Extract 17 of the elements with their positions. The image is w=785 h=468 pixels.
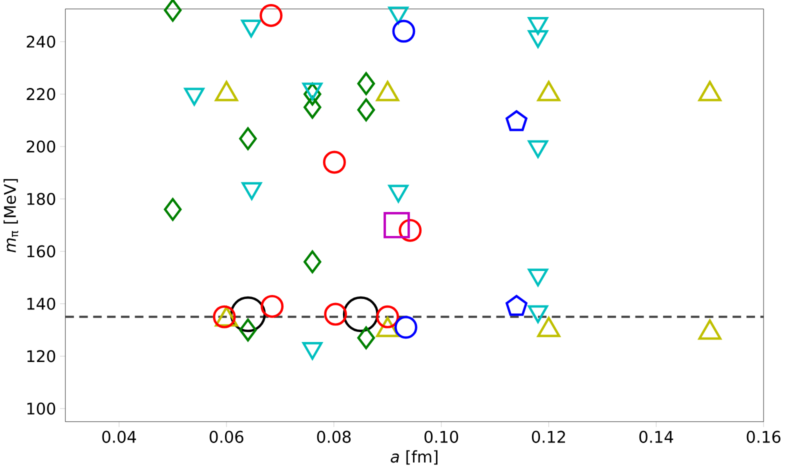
y-tick-label: 100 [27, 402, 56, 415]
x-tick-label: 0.06 [210, 430, 244, 443]
x-axis-title: a [fm] [390, 450, 438, 465]
y-tick-label: 160 [27, 245, 56, 258]
x-tick-label: 0.04 [102, 430, 136, 443]
x-tick-label: 0.08 [317, 430, 351, 443]
y-tick-label: 200 [26, 140, 56, 153]
y-tick-label: 140 [27, 298, 56, 310]
y-tick-label: 180 [27, 192, 56, 205]
y-tick-label: 120 [27, 350, 56, 362]
y-tick-label: 220 [26, 88, 56, 100]
x-tick-label: 0.16 [746, 430, 780, 443]
x-tick-label: 0.14 [639, 430, 674, 443]
y-axis-title: m$_{π}$ [MeV] [4, 179, 18, 252]
y-tick-label: 240 [26, 36, 56, 48]
x-tick-label: 0.12 [532, 430, 565, 443]
x-tick-label: 0.10 [424, 430, 458, 443]
